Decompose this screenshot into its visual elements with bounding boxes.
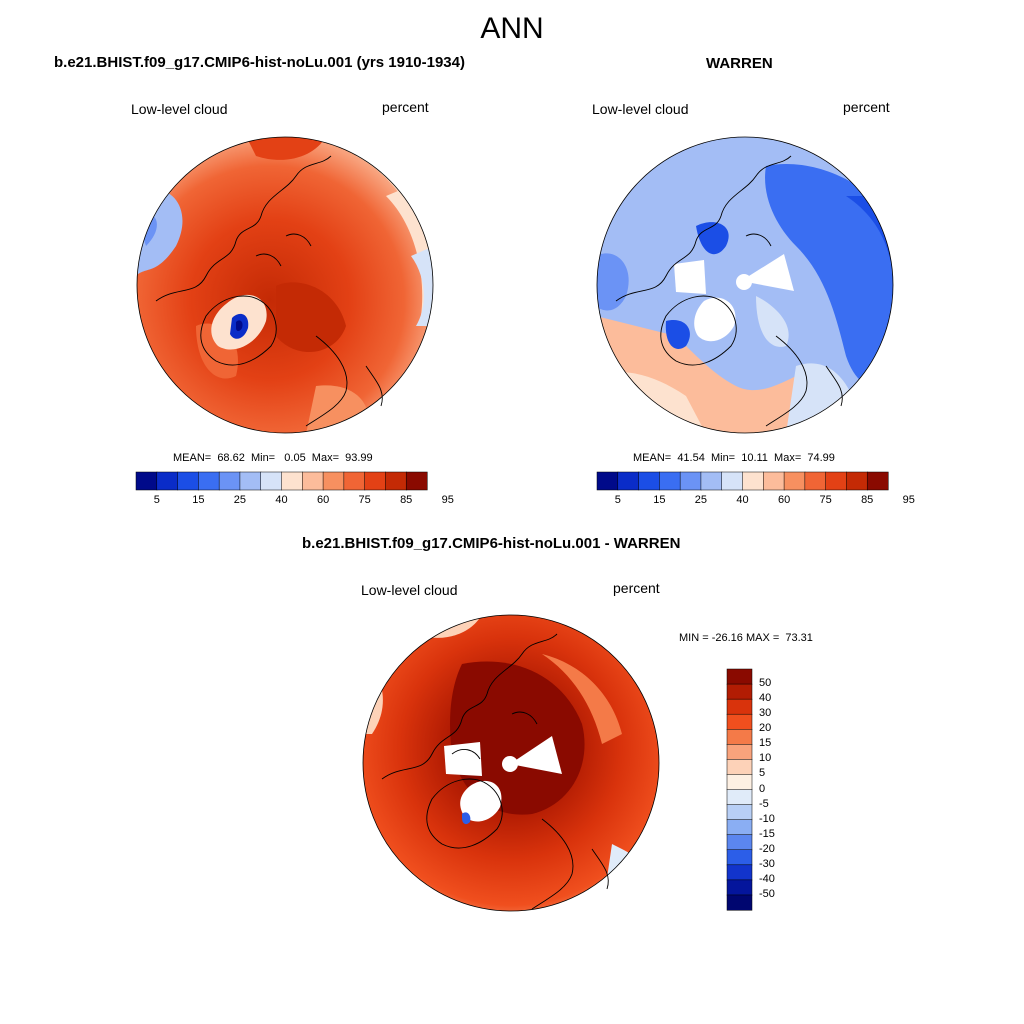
colorbar-model-ticks: 5 15 25 40 60 75 85 95 [136,494,454,508]
colorbar-swatch [405,471,428,491]
panel-2-units-label: percent [843,99,890,115]
colorbar-swatch [804,471,827,491]
panel-2-title: WARREN [706,55,773,72]
figure-title: ANN [480,12,544,45]
colorbar-swatch [783,471,806,491]
colorbar-swatch [135,471,158,491]
diff-colorbar-swatch [726,804,753,821]
diff-colorbar-swatch [726,774,753,791]
colorbar-swatch [638,471,660,491]
panel-1-variable-label: Low-level cloud [131,101,228,117]
panel-1-stats: MEAN= 68.62 Min= 0.05 Max= 93.99 [173,452,373,464]
colorbar-swatch [846,471,868,491]
diff-colorbar-swatch [726,713,753,730]
colorbar-swatch [866,471,889,491]
diff-colorbar-tick-label: -50 [759,887,775,900]
diff-colorbar-tick-label: 40 [759,692,772,705]
diff-colorbar-tick-label: 20 [759,722,772,735]
diff-colorbar-tick-label: -5 [759,797,769,810]
colorbar-swatch [281,471,303,491]
panel-2-variable-label: Low-level cloud [592,101,689,117]
panel-1-title: b.e21.BHIST.f09_g17.CMIP6-hist-noLu.001 … [54,54,465,71]
colorbar-swatch [343,471,366,491]
colorbar-swatch [322,471,345,491]
colorbar-tick-label: 25 [694,494,708,506]
colorbar-tick-label: 85 [861,494,874,506]
colorbar-difference [726,668,753,911]
diff-colorbar-tick-label: 10 [759,752,772,765]
colorbar-tick-label: 75 [358,494,371,506]
colorbar-warren [596,471,889,491]
colorbar-swatch [177,471,199,491]
colorbar-swatch [742,471,764,491]
colorbar-swatch [679,471,702,491]
colorbar-tick-label: 40 [736,494,749,506]
colorbar-tick-label: 15 [653,494,666,506]
diff-colorbar-swatch [726,759,753,775]
colorbar-swatch [260,471,283,491]
colorbar-tick-label: 25 [233,494,247,506]
diff-colorbar-tick-label: -30 [759,857,775,870]
colorbar-tick-label: 85 [400,494,413,506]
polar-map-warren [596,136,894,434]
colorbar-swatch [218,471,241,491]
colorbar-swatch [302,471,324,491]
diff-colorbar-swatch [726,744,753,760]
diff-panel-title: b.e21.BHIST.f09_g17.CMIP6-hist-noLu.001 … [302,535,681,552]
panel-2-stats: MEAN= 41.54 Min= 10.11 Max= 74.99 [633,452,835,464]
colorbar-tick-label: 60 [316,494,330,506]
panel-1-units-label: percent [382,99,429,115]
colorbar-swatch [156,471,179,491]
colorbar-swatch [700,471,723,491]
colorbar-model [135,471,428,491]
diff-panel-variable-label: Low-level cloud [361,582,458,598]
diff-colorbar-tick-label: 5 [759,767,766,780]
diff-colorbar-swatch [726,789,753,806]
diff-colorbar-swatch [726,834,753,851]
colorbar-swatch [364,471,386,491]
diff-colorbar-tick-label: 30 [759,707,772,720]
diff-colorbar-swatch [726,864,753,881]
colorbar-difference-ticks: 50 40 30 20 15 10 5 0 -5 -10 -15 -20 -30 -40 -50 [759,669,799,910]
polar-map-model [136,136,434,434]
diff-colorbar-tick-label: 15 [759,737,772,750]
colorbar-tick-label: 95 [902,494,915,506]
diff-panel-units-label: percent [613,580,660,596]
diff-colorbar-swatch [726,683,753,700]
colorbar-swatch [385,471,407,491]
colorbar-warren-ticks: 5 15 25 40 60 75 85 95 [597,494,915,508]
diff-colorbar-tick-label: 0 [759,782,766,795]
diff-colorbar-swatch [726,698,753,715]
colorbar-swatch [596,471,619,491]
diff-panel-stats: MIN = -26.16 MAX = 73.31 [679,632,813,644]
colorbar-swatch [198,471,220,491]
diff-colorbar-swatch [726,849,753,866]
diff-colorbar-swatch [726,879,753,896]
colorbar-swatch [617,471,640,491]
diff-colorbar-swatch [726,894,753,911]
colorbar-tick-label: 95 [441,494,454,506]
colorbar-tick-label: 5 [153,494,160,506]
diff-colorbar-swatch [726,668,753,685]
diff-colorbar-swatch [726,819,753,836]
colorbar-swatch [659,471,681,491]
diff-colorbar-swatch [726,729,753,745]
colorbar-swatch [825,471,847,491]
colorbar-tick-label: 75 [819,494,832,506]
colorbar-tick-label: 40 [275,494,288,506]
colorbar-swatch [763,471,785,491]
colorbar-tick-label: 60 [777,494,791,506]
colorbar-tick-label: 15 [192,494,205,506]
diff-colorbar-tick-label: -15 [759,827,775,840]
colorbar-tick-label: 5 [614,494,621,506]
diff-colorbar-tick-label: -20 [759,842,775,855]
diff-colorbar-tick-label: 50 [759,677,772,690]
colorbar-swatch [721,471,744,491]
diff-colorbar-tick-label: -40 [759,872,775,885]
polar-map-difference [362,614,660,912]
colorbar-swatch [239,471,262,491]
diff-colorbar-tick-label: -10 [759,812,775,825]
